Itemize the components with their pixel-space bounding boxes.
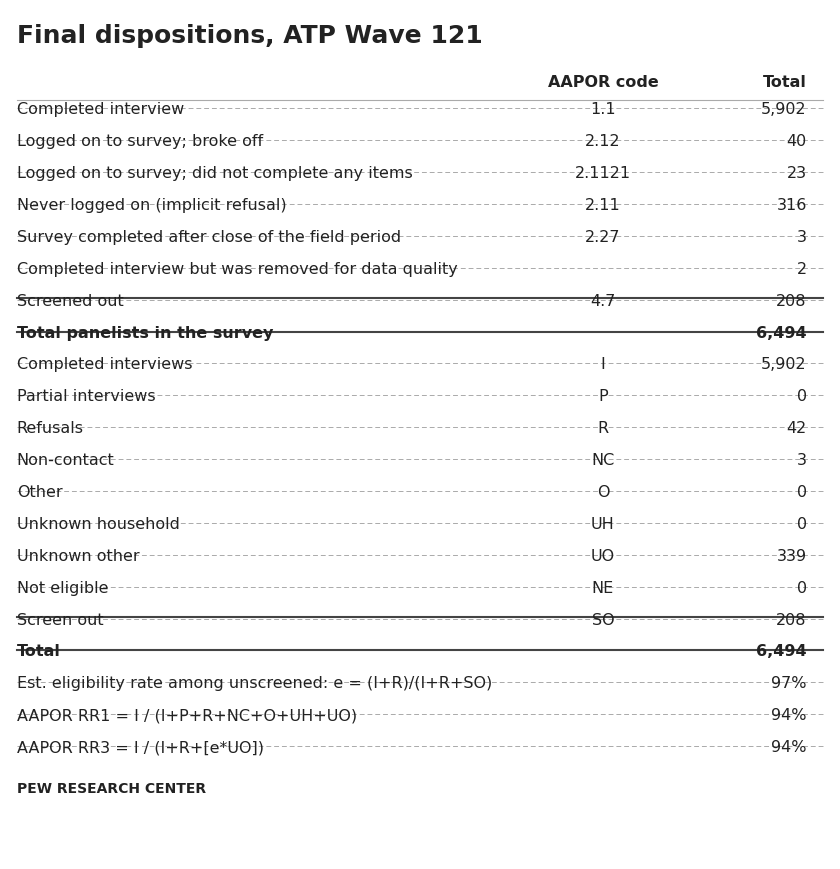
Text: 0: 0 <box>796 484 806 500</box>
Text: UO: UO <box>591 548 615 563</box>
Text: 0: 0 <box>796 389 806 404</box>
Text: Logged on to survey; broke off: Logged on to survey; broke off <box>17 134 263 149</box>
Text: 2: 2 <box>796 262 806 276</box>
Text: Never logged on (implicit refusal): Never logged on (implicit refusal) <box>17 198 286 213</box>
Text: Final dispositions, ATP Wave 121: Final dispositions, ATP Wave 121 <box>17 24 482 48</box>
Text: 5,902: 5,902 <box>761 103 806 117</box>
Text: NE: NE <box>592 580 614 595</box>
Text: AAPOR RR3 = I / (I+R+[e*UO]): AAPOR RR3 = I / (I+R+[e*UO]) <box>17 740 264 754</box>
Text: AAPOR code: AAPOR code <box>548 75 659 90</box>
Text: 2.11: 2.11 <box>585 198 621 213</box>
Text: 208: 208 <box>776 294 806 308</box>
Text: 2.27: 2.27 <box>585 229 621 245</box>
Text: 94%: 94% <box>771 740 806 754</box>
Text: Screened out: Screened out <box>17 294 123 308</box>
Text: Other: Other <box>17 484 62 500</box>
Text: 94%: 94% <box>771 707 806 722</box>
Text: 23: 23 <box>786 166 806 181</box>
Text: Completed interview but was removed for data quality: Completed interview but was removed for … <box>17 262 458 276</box>
Text: 40: 40 <box>786 134 806 149</box>
Text: O: O <box>596 484 609 500</box>
Text: Completed interview: Completed interview <box>17 103 184 117</box>
Text: 6,494: 6,494 <box>756 644 806 659</box>
Text: Unknown other: Unknown other <box>17 548 139 563</box>
Text: R: R <box>597 421 608 435</box>
Text: 6,494: 6,494 <box>756 325 806 340</box>
Text: Survey completed after close of the field period: Survey completed after close of the fiel… <box>17 229 401 245</box>
Text: I: I <box>601 357 606 372</box>
Text: AAPOR RR1 = I / (I+P+R+NC+O+UH+UO): AAPOR RR1 = I / (I+P+R+NC+O+UH+UO) <box>17 707 357 722</box>
Text: Not eligible: Not eligible <box>17 580 108 595</box>
Text: 5,902: 5,902 <box>761 357 806 372</box>
Text: NC: NC <box>591 453 615 468</box>
Text: 0: 0 <box>796 580 806 595</box>
Text: Total panelists in the survey: Total panelists in the survey <box>17 325 273 340</box>
Text: 339: 339 <box>777 548 806 563</box>
Text: 316: 316 <box>776 198 806 213</box>
Text: 3: 3 <box>796 229 806 245</box>
Text: Completed interviews: Completed interviews <box>17 357 192 372</box>
Text: 3: 3 <box>796 453 806 468</box>
Text: 1.1: 1.1 <box>591 103 616 117</box>
Text: Non-contact: Non-contact <box>17 453 114 468</box>
Text: Refusals: Refusals <box>17 421 84 435</box>
Text: Partial interviews: Partial interviews <box>17 389 155 404</box>
Text: UH: UH <box>591 516 615 531</box>
Text: Logged on to survey; did not complete any items: Logged on to survey; did not complete an… <box>17 166 412 181</box>
Text: Screen out: Screen out <box>17 612 103 627</box>
Text: 208: 208 <box>776 612 806 627</box>
Text: P: P <box>598 389 608 404</box>
Text: PEW RESEARCH CENTER: PEW RESEARCH CENTER <box>17 781 206 795</box>
Text: 97%: 97% <box>771 675 806 691</box>
Text: 4.7: 4.7 <box>591 294 616 308</box>
Text: 0: 0 <box>796 516 806 531</box>
Text: Unknown household: Unknown household <box>17 516 180 531</box>
Text: 2.12: 2.12 <box>585 134 621 149</box>
Text: 42: 42 <box>786 421 806 435</box>
Text: SO: SO <box>591 612 614 627</box>
Text: 2.1121: 2.1121 <box>575 166 631 181</box>
Text: Est. eligibility rate among unscreened: e = (I+R)/(I+R+SO): Est. eligibility rate among unscreened: … <box>17 675 492 691</box>
Text: Total: Total <box>763 75 806 90</box>
Text: Total: Total <box>17 644 60 659</box>
